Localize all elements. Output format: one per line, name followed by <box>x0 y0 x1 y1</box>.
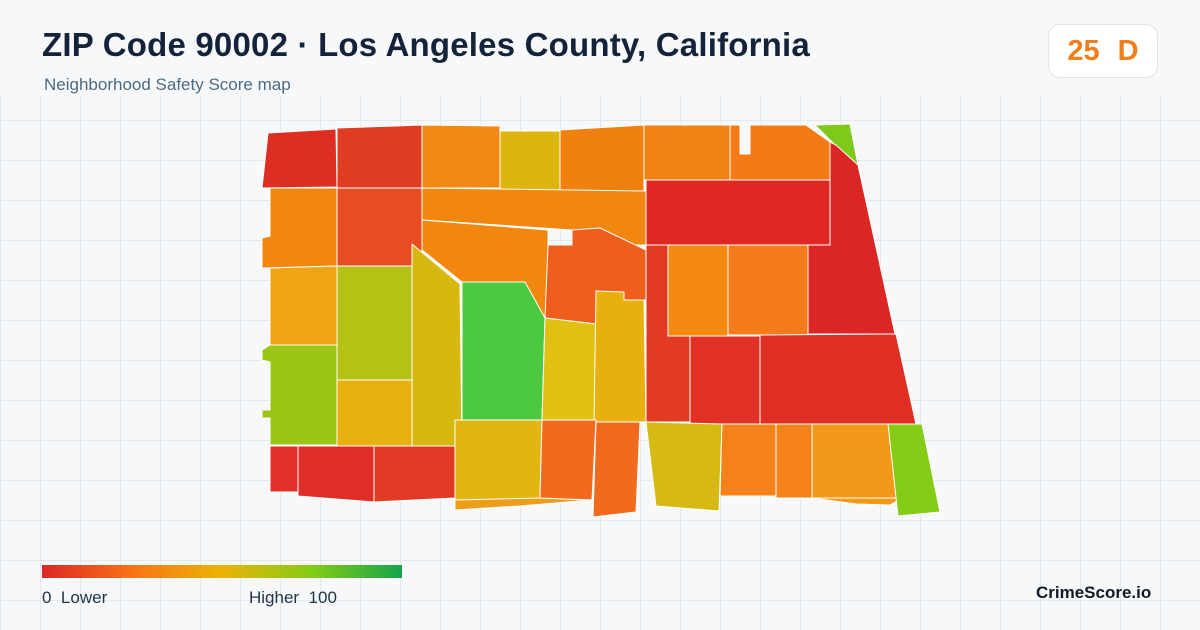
legend-high-label: Higher <box>249 588 300 607</box>
map-region[interactable] <box>593 290 647 423</box>
map-region[interactable] <box>336 265 413 381</box>
map-region[interactable] <box>667 244 729 337</box>
score-badge: 25 D <box>1048 24 1158 78</box>
map-region[interactable] <box>297 445 375 503</box>
legend-high-value: 100 <box>308 588 337 607</box>
legend-gradient-bar <box>42 565 402 578</box>
map-region[interactable] <box>336 124 423 189</box>
legend-low-label: Lower <box>60 588 108 607</box>
map-region[interactable] <box>775 423 813 499</box>
legend-low: 0 Lower <box>42 588 107 608</box>
map-region[interactable] <box>461 281 546 421</box>
map-region[interactable] <box>336 187 423 267</box>
map-region[interactable] <box>499 130 561 197</box>
page-title: ZIP Code 90002 · Los Angeles County, Cal… <box>42 26 810 63</box>
map-region[interactable] <box>269 265 338 346</box>
map-region[interactable] <box>645 421 723 512</box>
map-region[interactable] <box>454 497 591 511</box>
map-region[interactable] <box>261 187 338 269</box>
map-region[interactable] <box>269 445 299 493</box>
legend-low-value: 0 <box>42 588 52 607</box>
score-value: 25 <box>1067 34 1100 67</box>
brand-logo-text[interactable]: CrimeScore.io <box>1036 583 1152 602</box>
score-grade: D <box>1117 34 1139 67</box>
map-region[interactable] <box>727 244 809 336</box>
map-region[interactable] <box>336 379 413 447</box>
map-region[interactable] <box>454 419 543 501</box>
legend-high: Higher 100 <box>249 588 337 608</box>
map-region[interactable] <box>541 317 597 421</box>
map-region[interactable] <box>719 423 777 497</box>
map-region[interactable] <box>887 423 941 517</box>
map-region[interactable] <box>261 344 338 446</box>
map-region[interactable] <box>559 124 645 196</box>
header <box>0 0 1200 96</box>
map-region[interactable] <box>539 419 597 501</box>
map-region[interactable] <box>759 333 917 425</box>
map-region[interactable] <box>811 497 904 506</box>
map-region[interactable] <box>373 445 456 503</box>
map-region[interactable] <box>261 128 338 189</box>
map-region[interactable] <box>729 124 831 181</box>
page-subtitle: Neighborhood Safety Score map <box>44 75 291 94</box>
map-region[interactable] <box>592 421 641 518</box>
map-region[interactable] <box>643 124 731 181</box>
map-region[interactable] <box>421 124 501 189</box>
map-region[interactable] <box>645 179 831 246</box>
